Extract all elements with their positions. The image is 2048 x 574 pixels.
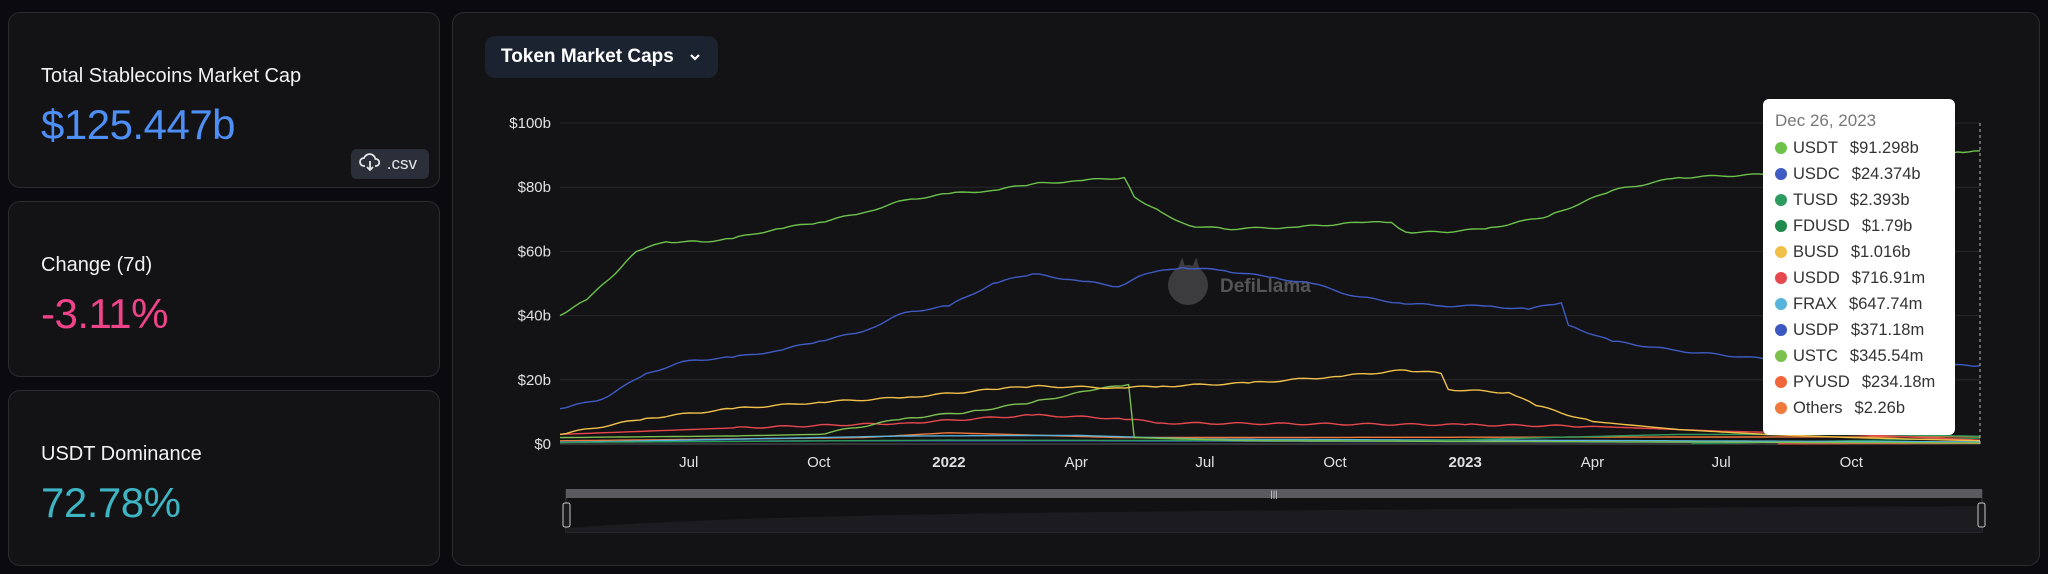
series-color-dot: [1775, 142, 1787, 154]
tooltip-row: USDP $371.18m: [1775, 317, 1955, 343]
series-color-dot: [1775, 350, 1787, 362]
y-tick-label: $100b: [509, 115, 551, 132]
tooltip-series-value: $2.26b: [1854, 398, 1905, 417]
y-tick-label: $20b: [518, 372, 551, 389]
tooltip-row: TUSD $2.393b: [1775, 187, 1955, 213]
slider-top-bar[interactable]: [566, 489, 1982, 498]
tooltip-row: USDD $716.91m: [1775, 265, 1955, 291]
change-7d-value: -3.11%: [41, 290, 168, 337]
total-market-cap-value: $125.447b: [41, 101, 236, 148]
change-7d-card: Change (7d) -3.11%: [8, 201, 440, 377]
slider-preview-area: [566, 506, 1982, 532]
tooltip-row: Others $2.26b: [1775, 395, 1955, 421]
series-color-dot: [1775, 298, 1787, 310]
chart-type-dropdown[interactable]: Token Market Caps: [485, 36, 718, 78]
x-tick-label: Jul: [679, 454, 698, 471]
tooltip-series-name: USDD: [1793, 268, 1840, 287]
chart-tooltip: Dec 26, 2023 USDT $91.298b USDC $24.374b TUS…: [1763, 99, 1955, 435]
x-tick-label: Jul: [1195, 454, 1214, 471]
tooltip-series-name: USDC: [1793, 164, 1840, 183]
series-line-usdc: [559, 266, 1981, 410]
tooltip-series-name: FDUSD: [1793, 216, 1850, 235]
slider-right-handle[interactable]: [1977, 502, 1986, 528]
tooltip-series-value: $371.18m: [1850, 320, 1925, 339]
x-tick-label: Apr: [1581, 454, 1604, 471]
tooltip-date: Dec 26, 2023: [1775, 111, 1877, 130]
series-line-frax: [559, 434, 1980, 444]
chart-grid: [560, 122, 1980, 445]
tooltip-row: FRAX $647.74m: [1775, 291, 1955, 317]
change-7d-label: Change (7d): [41, 254, 153, 276]
tooltip-series-name: USTC: [1793, 346, 1838, 365]
tooltip-row: PYUSD $234.18m: [1775, 369, 1955, 395]
x-tick-label: 2022: [932, 454, 965, 471]
tooltip-series-value: $91.298b: [1849, 138, 1919, 157]
series-color-dot: [1775, 246, 1787, 258]
tooltip-series-name: USDT: [1793, 138, 1838, 157]
x-tick-label: 2023: [1448, 454, 1481, 471]
tooltip-row: USDT $91.298b: [1775, 135, 1955, 161]
slider-grip-icon: |||: [1270, 489, 1277, 499]
tooltip-series-value: $647.74m: [1849, 294, 1923, 313]
tooltip-series-value: $716.91m: [1851, 268, 1926, 287]
tooltip-series-name: PYUSD: [1793, 372, 1850, 391]
x-tick-label: Oct: [807, 454, 831, 471]
series-line-ustc: [559, 383, 1980, 444]
tooltip-series-value: $1.016b: [1850, 242, 1911, 261]
tooltip-series-name: FRAX: [1793, 294, 1838, 313]
tooltip-series-name: Others: [1793, 398, 1843, 417]
total-market-cap-label: Total Stablecoins Market Cap: [41, 65, 302, 87]
y-tick-label: $0: [534, 436, 551, 453]
x-tick-label: Apr: [1065, 454, 1088, 471]
usdt-dominance-value: 72.78%: [41, 479, 181, 526]
chart-series: [559, 150, 1981, 445]
chart-axes: $0 $20b $40b $60b $80b $100b Jul Oct 2022 Apr Jul O…: [509, 115, 1864, 471]
total-market-cap-card: Total Stablecoins Market Cap $125.447b .…: [8, 12, 440, 188]
tooltip-series-name: BUSD: [1793, 242, 1839, 261]
tooltip-row: USDC $24.374b: [1775, 161, 1955, 187]
dropdown-label: Token Market Caps: [501, 46, 674, 67]
series-line-usdd: [559, 413, 1981, 441]
x-tick-label: Jul: [1712, 454, 1731, 471]
x-tick-label: Oct: [1840, 454, 1864, 471]
cloud-download-icon: [358, 152, 381, 177]
usdt-dominance-card: USDT Dominance 72.78%: [8, 390, 440, 566]
series-color-dot: [1775, 220, 1787, 232]
tooltip-row: FDUSD $1.79b: [1775, 213, 1955, 239]
series-color-dot: [1775, 272, 1787, 284]
tooltip-rows: USDT $91.298b USDC $24.374b TUSD $2.393b FDUSD…: [1775, 135, 1955, 421]
y-tick-label: $80b: [518, 179, 551, 196]
series-color-dot: [1775, 376, 1787, 388]
tooltip-series-value: $234.18m: [1861, 372, 1936, 391]
tooltip-series-name: USDP: [1793, 320, 1839, 339]
tooltip-row: USTC $345.54m: [1775, 343, 1955, 369]
series-color-dot: [1775, 402, 1787, 414]
tooltip-series-name: TUSD: [1793, 190, 1838, 209]
watermark-text: DefiLlama: [1220, 276, 1311, 297]
tooltip-series-value: $2.393b: [1849, 190, 1910, 209]
series-color-dot: [1775, 194, 1787, 206]
series-color-dot: [1775, 168, 1787, 180]
tooltip-series-value: $24.374b: [1851, 164, 1921, 183]
series-line-usdt: [559, 150, 1980, 317]
y-tick-label: $40b: [518, 308, 551, 325]
tooltip-series-value: $345.54m: [1849, 346, 1924, 365]
series-line-busd: [559, 369, 1981, 442]
tooltip-row: BUSD $1.016b: [1775, 239, 1955, 265]
defillama-watermark: DefiLlama: [1168, 257, 1311, 305]
tooltip-series-value: $1.79b: [1861, 216, 1913, 235]
usdt-dominance-label: USDT Dominance: [41, 443, 202, 465]
chevron-down-icon: [688, 46, 702, 68]
x-tick-label: Oct: [1323, 454, 1347, 471]
y-tick-label: $60b: [518, 243, 551, 260]
slider-left-handle[interactable]: [562, 502, 571, 528]
zoom-range-slider[interactable]: |||: [562, 489, 1986, 533]
csv-button-label: .csv: [386, 154, 417, 173]
download-csv-button[interactable]: .csv: [350, 149, 429, 179]
series-color-dot: [1775, 324, 1787, 336]
